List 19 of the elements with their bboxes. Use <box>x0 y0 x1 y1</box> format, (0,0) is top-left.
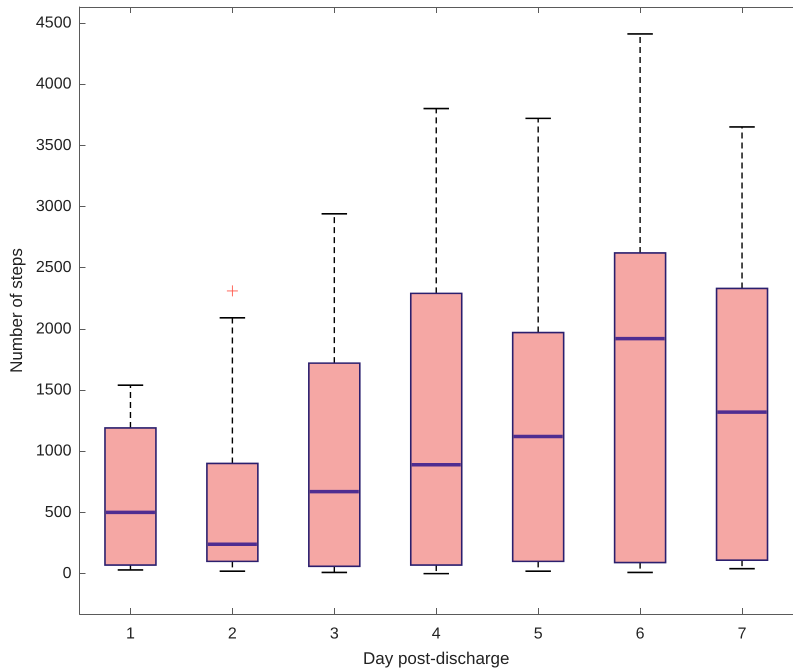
x-tick-label: 2 <box>228 626 237 642</box>
y-axis-title: Number of steps <box>7 248 26 373</box>
y-tick-label: 2000 <box>36 320 72 338</box>
y-tick-label: 3500 <box>36 136 72 154</box>
x-tick-label: 6 <box>636 626 645 642</box>
y-tick-label: 1000 <box>36 442 72 460</box>
y-tick-label: 0 <box>62 565 72 582</box>
x-tick-label: 3 <box>330 626 339 642</box>
x-tick-label: 4 <box>432 626 441 642</box>
x-tick-label: 7 <box>738 626 747 642</box>
y-tick-label: 500 <box>44 504 72 521</box>
y-tick-label: 3000 <box>36 198 72 215</box>
y-tick-label: 2500 <box>36 259 72 276</box>
y-tick-label: 1500 <box>36 382 72 399</box>
x-axis-title: Day post-discharge <box>363 649 510 668</box>
x-tick-label: 5 <box>534 626 543 642</box>
y-tick-label: 4000 <box>36 76 72 93</box>
x-tick-label: 1 <box>126 626 136 642</box>
y-tick-label: 4500 <box>36 14 72 32</box>
